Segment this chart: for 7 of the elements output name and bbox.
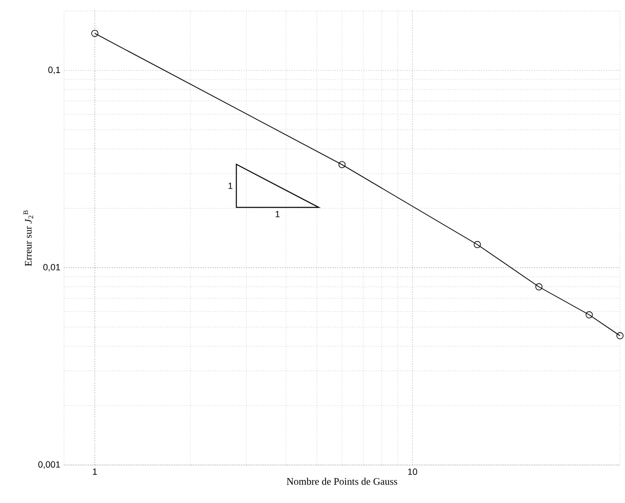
y-tick-label: 0,1 bbox=[48, 66, 60, 74]
y-tick-label: 0,01 bbox=[43, 264, 60, 272]
x-axis-title: Nombre de Points de Gauss bbox=[286, 478, 398, 485]
annotation: 1 bbox=[228, 182, 232, 189]
annotation: 1 bbox=[276, 210, 280, 218]
y-tick-label: 0,001 bbox=[38, 461, 60, 469]
x-tick-label: 10 bbox=[408, 468, 418, 475]
